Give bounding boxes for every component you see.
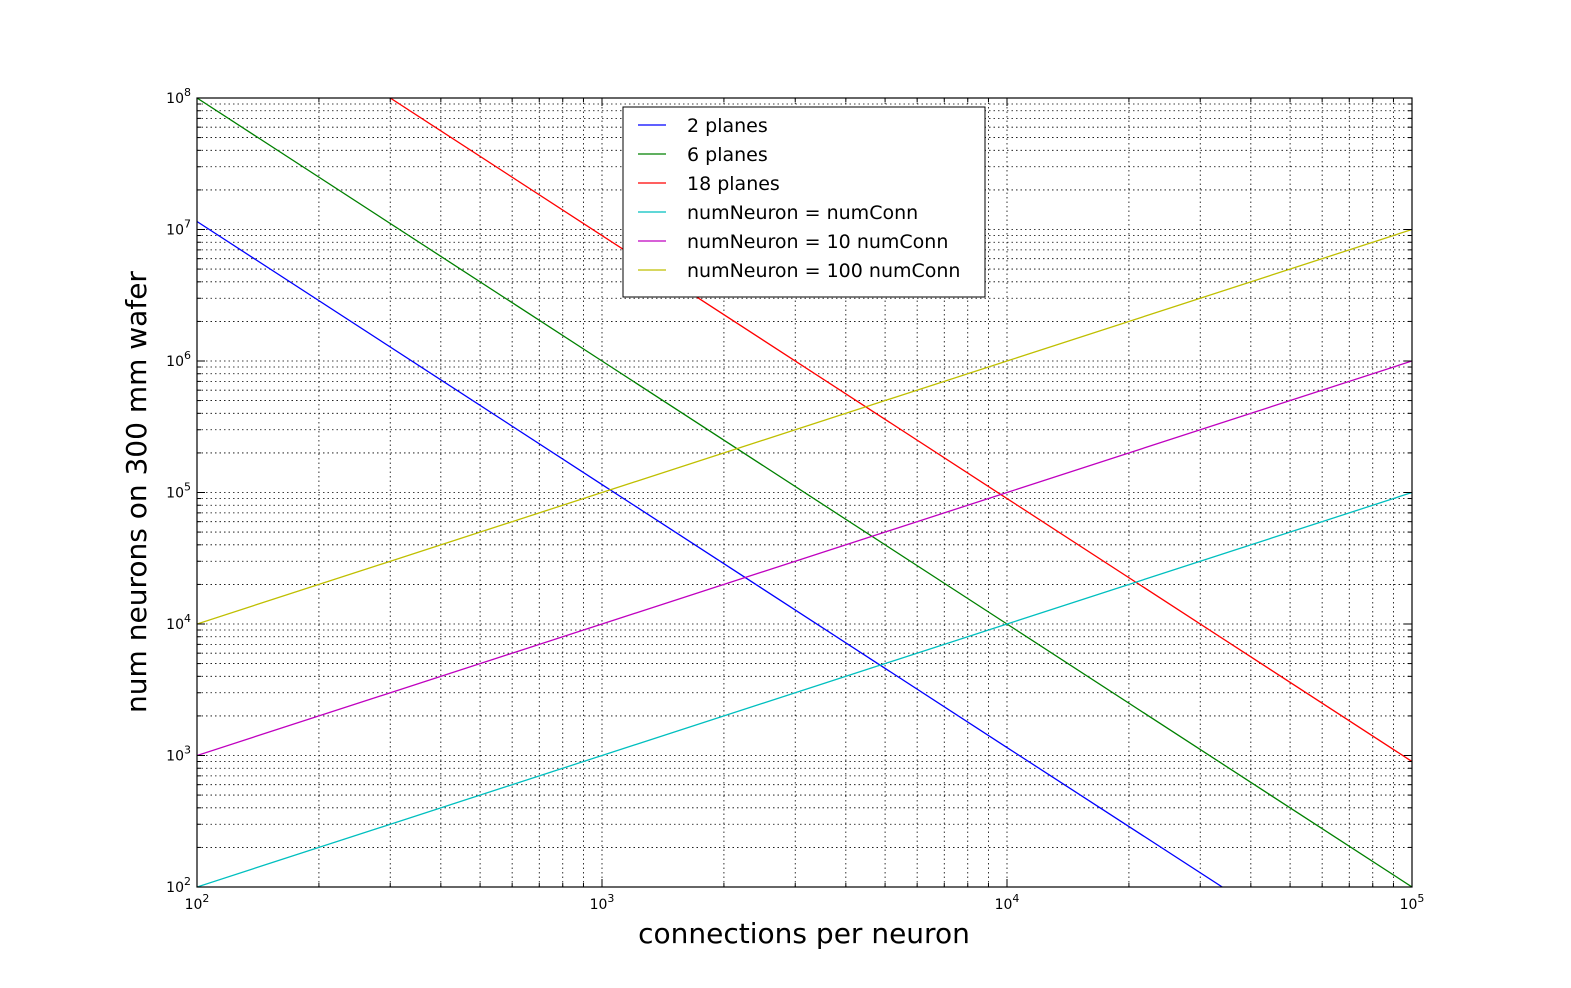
legend-label: numNeuron = 10 numConn (687, 231, 948, 253)
series-line-4 (197, 491, 1412, 887)
x-tick-label: 105 (1400, 892, 1425, 913)
series-line-5 (197, 360, 1412, 757)
legend-label: 6 planes (687, 144, 768, 166)
y-tick-label: 106 (166, 349, 191, 370)
legend: 2 planes 6 planes 18 planes numNeuron = num… (622, 106, 986, 298)
series-layer (197, 98, 1412, 887)
legend-label: 2 planes (687, 115, 768, 137)
series-line-1 (197, 220, 1223, 887)
y-tick-label: 104 (166, 612, 191, 633)
series-line-2 (197, 98, 1412, 887)
legend-label: 18 planes (687, 173, 780, 195)
x-tick-label: 104 (995, 892, 1020, 913)
x-tick-label: 103 (590, 892, 615, 913)
ticks (196, 97, 1413, 888)
x-tick-label: 102 (185, 892, 210, 913)
x-tick-labels: 102 103 104 105 (185, 892, 1425, 913)
y-tick-label: 108 (166, 86, 191, 107)
y-tick-label: 103 (166, 744, 191, 765)
y-tick-label: 102 (166, 875, 191, 896)
legend-label: numNeuron = numConn (687, 202, 918, 224)
y-axis-title: num neurons on 300 mm wafer (120, 271, 153, 713)
x-axis-title: connections per neuron (638, 917, 970, 950)
y-tick-label: 105 (166, 481, 191, 502)
series-line-6 (197, 228, 1412, 625)
y-tick-label: 107 (166, 218, 191, 239)
legend-label: numNeuron = 100 numConn (687, 260, 960, 282)
series-line-3 (389, 98, 1412, 763)
legend-box (622, 106, 986, 298)
y-tick-labels: 102 103 104 105 106 107 108 (166, 86, 191, 896)
